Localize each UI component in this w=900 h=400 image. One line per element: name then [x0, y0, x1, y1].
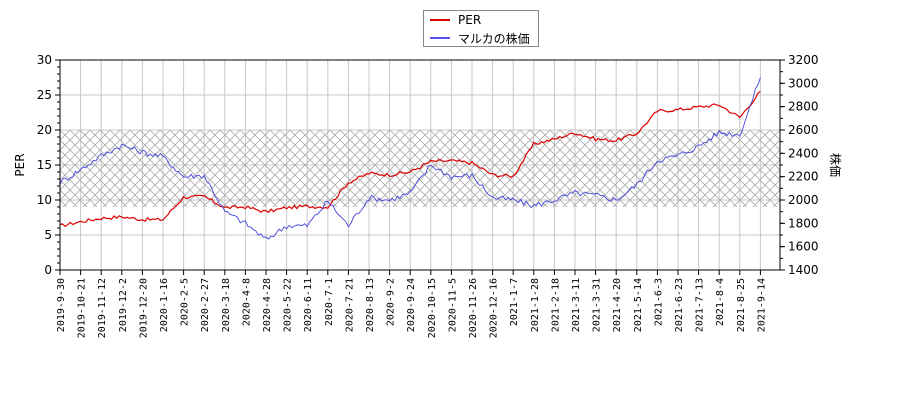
left-tick-label: 30	[37, 53, 52, 67]
legend-item-per: PER	[430, 12, 481, 28]
left-tick-label: 25	[37, 88, 52, 102]
x-tick-label: 2020-10-15	[427, 278, 438, 338]
x-tick-label: 2020-3-18	[221, 278, 232, 332]
right-axis: 1400 1600 1800 2000 2200 2400 2600 2800 3000 3200	[780, 53, 819, 277]
right-tick-label: 1600	[788, 240, 819, 254]
right-tick-label: 1400	[788, 263, 819, 277]
x-tick-label: 2020-4-8	[241, 278, 252, 326]
stock-price-line	[59, 77, 761, 240]
x-tick-label: 2021-8-25	[736, 278, 747, 332]
left-axis-label: PER	[13, 153, 27, 176]
legend-swatch-per	[430, 19, 450, 21]
right-tick-label: 2400	[788, 146, 819, 160]
x-axis: 2019-9-30 2019-10-21 2019-11-12 2019-12-2 20…	[56, 270, 767, 338]
x-tick-label: 2019-12-20	[138, 278, 149, 338]
left-tick-label: 5	[44, 228, 52, 242]
x-tick-label: 2021-6-23	[674, 278, 685, 332]
x-tick-label: 2021-3-31	[592, 278, 603, 332]
x-tick-label: 2020-2-27	[200, 278, 211, 332]
left-tick-label: 10	[37, 193, 52, 207]
x-tick-label: 2020-9-24	[406, 278, 417, 332]
x-tick-label: 2020-11-26	[468, 278, 479, 338]
x-tick-label: 2021-8-4	[715, 278, 726, 326]
x-tick-label: 2020-6-11	[303, 278, 314, 332]
x-tick-label: 2020-11-5	[447, 278, 458, 332]
left-axis: 0 5 10 15 20 25 30	[37, 53, 60, 277]
legend-swatch-stock-price	[430, 37, 450, 39]
x-tick-label: 2020-4-28	[262, 278, 273, 332]
legend-label-per: PER	[458, 13, 482, 27]
x-tick-label: 2021-1-7	[509, 278, 520, 326]
series-lines	[59, 77, 761, 240]
left-tick-label: 15	[37, 158, 52, 172]
right-tick-label: 2200	[788, 170, 819, 184]
x-tick-label: 2020-12-16	[489, 278, 500, 338]
legend-label-stock-price: マルカの株価	[458, 31, 530, 46]
legend-item-stock-price: マルカの株価	[430, 30, 530, 46]
right-tick-label: 2800	[788, 100, 819, 114]
left-tick-label: 20	[37, 123, 52, 137]
x-tick-label: 2020-9-2	[386, 278, 397, 326]
x-tick-label: 2021-1-28	[530, 278, 541, 332]
right-tick-label: 2600	[788, 123, 819, 137]
x-tick-label: 2020-7-1	[324, 278, 335, 326]
x-tick-label: 2020-7-21	[344, 278, 355, 332]
x-tick-label: 2021-2-18	[550, 278, 561, 332]
x-tick-label: 2021-9-14	[756, 278, 767, 332]
x-tick-label: 2019-11-12	[97, 278, 108, 338]
per-line	[59, 91, 761, 228]
right-tick-label: 1800	[788, 216, 819, 230]
right-tick-label: 3200	[788, 53, 819, 67]
x-tick-label: 2020-5-22	[283, 278, 294, 332]
x-tick-label: 2020-8-13	[365, 278, 376, 332]
right-tick-label: 2000	[788, 193, 819, 207]
x-tick-label: 2021-7-13	[695, 278, 706, 332]
x-tick-label: 2021-3-11	[571, 278, 582, 332]
x-tick-label: 2019-10-21	[77, 278, 88, 338]
right-axis-label: 株価	[828, 153, 843, 177]
legend: PER マルカの株価	[423, 10, 539, 47]
x-tick-label: 2021-5-14	[633, 278, 644, 332]
x-tick-label: 2021-6-3	[653, 278, 664, 326]
x-tick-label: 2019-12-2	[118, 278, 129, 332]
x-tick-label: 2019-9-30	[56, 278, 67, 332]
left-tick-label: 0	[44, 263, 52, 277]
x-tick-label: 2020-1-16	[159, 278, 170, 332]
x-tick-label: 2021-4-20	[612, 278, 623, 332]
x-tick-label: 2020-2-5	[180, 278, 191, 326]
right-tick-label: 3000	[788, 76, 819, 90]
